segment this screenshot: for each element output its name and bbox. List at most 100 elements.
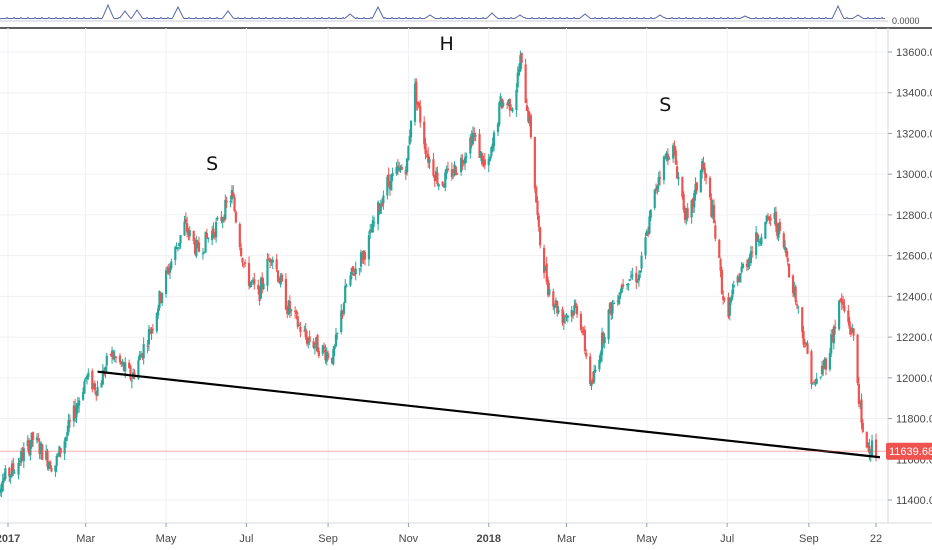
candle-body [286,310,289,314]
candle-body [351,266,355,272]
candle-body [37,439,40,441]
candle-body [740,266,743,273]
x-axis[interactable]: 2017 Mar May Jul Sep Nov 2018 Mar May Jul Sep 22 [0,523,882,545]
candle-body [63,441,66,454]
candle-body [137,360,140,379]
candle-body [814,383,817,386]
candle-body [114,356,118,358]
candle-body [105,355,108,366]
candle-body [739,273,742,283]
y-axis[interactable]: 11400.0011600.0011800.0012000.0012200.00… [888,47,932,507]
annotations: S H S [206,33,671,175]
candle-body [232,192,235,198]
candle-body [167,269,170,274]
candle-body [284,278,288,310]
candle-body [340,310,343,332]
candle-body [196,241,199,244]
candle-body [170,261,173,269]
candle-body [803,345,806,347]
candle-body [860,399,863,423]
candle-body [731,289,734,298]
candle-body [581,330,584,333]
candle-body [436,172,439,185]
candle-body [379,204,382,214]
candle-body [686,208,689,219]
candle-body [9,474,12,478]
candle-body [386,176,389,196]
candle-body [699,170,702,193]
pattern-annotation: S [659,94,671,116]
candle-body [776,224,779,236]
candle-body [164,270,168,294]
candle-body [78,400,81,406]
candle-body [342,303,345,315]
candle-body [93,383,97,391]
candle-body [26,440,29,447]
candle-body [336,332,339,334]
candle-body [537,215,540,227]
candle-body [296,316,299,327]
candle-body [839,299,842,301]
candle-body [723,298,726,300]
indicator-background [0,0,888,23]
indicator-value-label: 0.0000 [892,16,920,26]
trendline[interactable] [97,370,881,459]
candle-body [506,103,509,105]
candle-body [304,328,307,337]
candle-body [870,440,874,457]
candle-body [84,377,87,380]
candle-body [390,174,393,191]
candle-body [370,230,373,233]
candle-body [469,137,472,154]
candle-body [517,69,521,76]
candle-body [778,221,781,231]
candle-body [150,329,153,334]
candle-body [874,439,878,458]
candle-body [755,232,758,255]
candle-body [4,468,7,480]
candle-body [362,251,365,259]
grid [0,28,888,523]
candle-body [452,173,455,175]
candle-body [795,304,799,306]
candle-body [786,257,789,262]
candle-body [695,182,698,191]
candle-body [639,270,642,273]
candle-body [490,146,493,157]
candle-body [307,338,310,343]
candle-body [377,202,380,224]
candle-body [205,233,208,238]
candle-body [30,432,33,447]
candle-body [101,369,104,385]
candle-body [250,281,253,283]
candle-body [628,279,631,281]
candle-body [303,330,306,332]
candle-body [676,166,679,179]
candle-body [653,189,656,209]
candle-body [8,467,11,477]
candle-body [353,273,356,276]
candle-body [242,263,245,265]
candle-body [471,132,475,144]
candle-body [785,248,788,257]
candle-body [120,361,123,365]
candle-body [594,369,597,372]
candle-body [529,115,533,137]
candle-body [777,223,780,238]
candle-body [270,260,273,262]
candle-body [714,225,717,239]
candle-body [516,72,519,88]
candle-body [824,358,828,370]
candle-body [511,108,514,112]
candle-body [745,263,749,267]
candle-body [539,227,542,246]
candle-body [508,98,511,111]
candle-body [535,187,538,203]
candle-body [454,166,457,176]
candle-body [492,132,496,147]
candle-body [765,215,768,223]
candle-body [806,343,809,354]
candle-body [627,283,630,286]
x-tick-label: 22 [870,533,882,545]
